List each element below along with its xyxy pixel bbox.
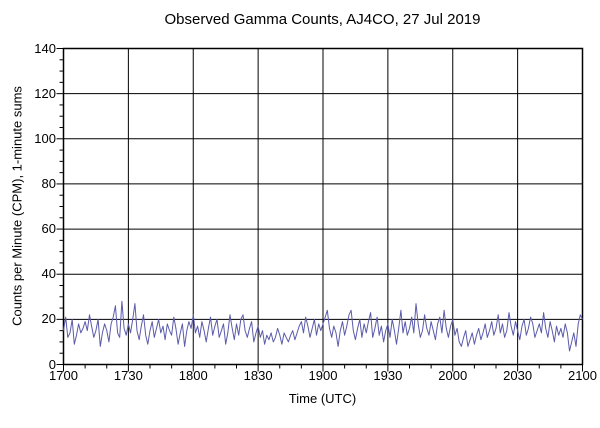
data-line bbox=[63, 300, 583, 352]
x-tick-label: 1730 bbox=[113, 368, 143, 383]
y-tick-label: 80 bbox=[41, 175, 56, 191]
y-tick-label: 140 bbox=[34, 40, 56, 56]
x-tick-label: 1700 bbox=[49, 368, 78, 383]
y-tick-label: 120 bbox=[34, 85, 56, 101]
y-tick-label: 60 bbox=[41, 221, 56, 237]
x-tick-label: 1900 bbox=[308, 368, 338, 383]
y-tick-label: 0 bbox=[48, 356, 56, 372]
y-tick-label: 100 bbox=[34, 130, 56, 146]
x-tick-label: 2000 bbox=[438, 368, 468, 383]
x-tick-label: 2030 bbox=[503, 368, 533, 383]
x-tick-label: 1830 bbox=[243, 368, 273, 383]
chart-title: Observed Gamma Counts, AJ4CO, 27 Jul 201… bbox=[164, 11, 481, 28]
x-tick-label: 2100 bbox=[568, 368, 597, 383]
x-axis-label: Time (UTC) bbox=[288, 391, 357, 406]
y-tick-label: 20 bbox=[41, 311, 56, 327]
x-tick-label: 1800 bbox=[178, 368, 208, 383]
plot-frame bbox=[62, 47, 584, 366]
x-tick-label: 1930 bbox=[373, 368, 403, 383]
y-tick-label: 40 bbox=[41, 266, 56, 282]
